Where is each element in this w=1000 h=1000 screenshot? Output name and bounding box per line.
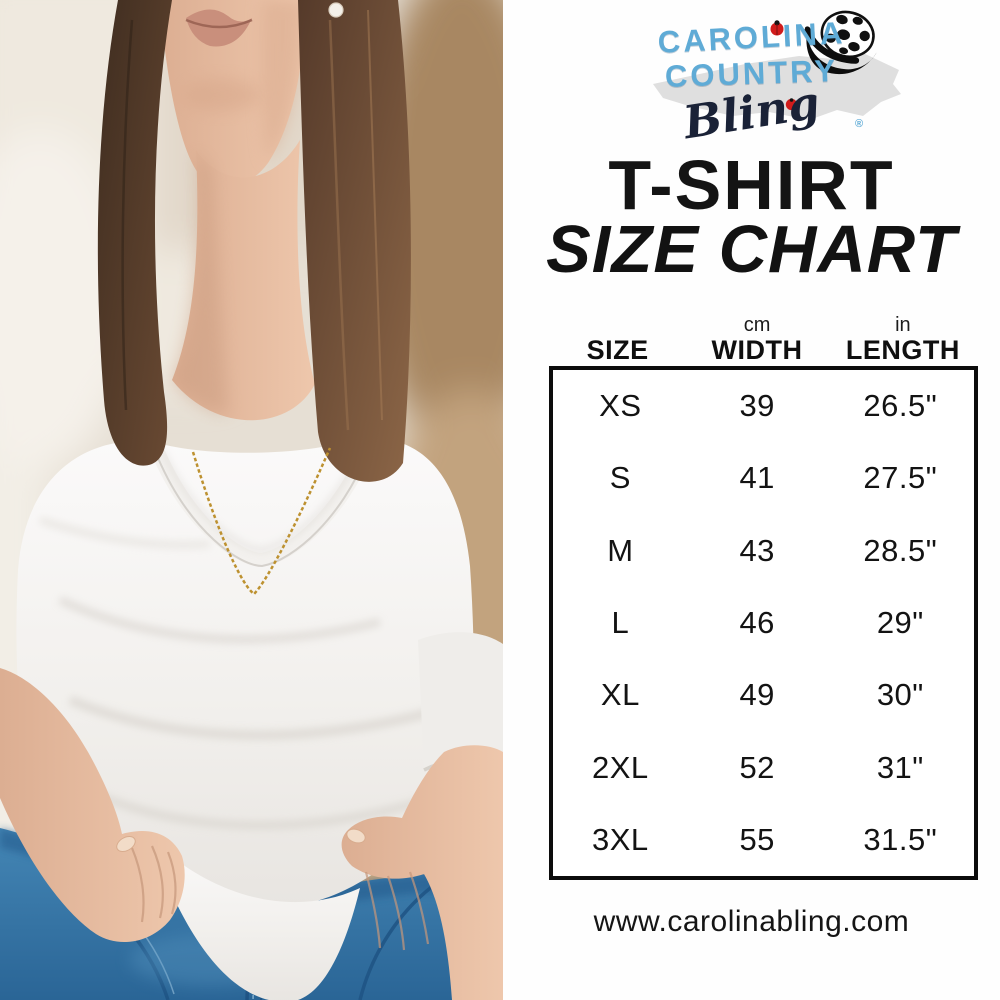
- cell-size: S: [609, 460, 631, 496]
- model-photo-illustration: [0, 0, 503, 1000]
- table-header: SIZE cm WIDTH in LENGTH: [549, 302, 978, 364]
- cell-size: XL: [600, 677, 640, 713]
- cell-width: 41: [739, 460, 775, 496]
- cell-width: 39: [739, 388, 775, 424]
- page-title-line1: T-SHIRT: [608, 146, 895, 224]
- ladybug-icon: [770, 20, 784, 36]
- cell-size: M: [607, 532, 634, 568]
- website-url: www.carolinabling.com: [593, 905, 910, 938]
- brand-logo: CAROLINA COUNTRY Bling ®: [503, 6, 1000, 156]
- cell-width: 49: [739, 677, 775, 713]
- cell-length: 28.5": [863, 532, 938, 568]
- cell-width: 43: [739, 532, 775, 568]
- cell-size: XS: [599, 388, 642, 424]
- cell-length: 29": [876, 604, 924, 640]
- page-title-line2: SIZE CHART: [546, 212, 957, 287]
- table-row: M 43 28.5": [553, 515, 974, 587]
- column-header-length: in LENGTH: [828, 302, 978, 364]
- table-row: XL 49 30": [553, 659, 974, 731]
- cell-size: L: [611, 604, 630, 640]
- registered-trademark: ®: [855, 118, 864, 130]
- cowboy-hat-icon: [804, 10, 877, 75]
- table-row: 2XL 52 31": [553, 731, 974, 803]
- table-row: S 41 27.5": [553, 442, 974, 514]
- column-label: LENGTH: [845, 334, 960, 365]
- cell-size: 3XL: [592, 821, 649, 857]
- size-table: XS 39 26.5" S 41 27.5" M 43 28.5" L 46 2…: [549, 366, 978, 880]
- ladybug-icon: [785, 98, 798, 111]
- table-row: XS 39 26.5": [553, 370, 974, 442]
- column-unit: in: [895, 313, 911, 336]
- column-header-width: cm WIDTH: [686, 302, 828, 364]
- cell-length: 30": [876, 677, 924, 713]
- column-label: WIDTH: [711, 334, 803, 365]
- cell-width: 52: [739, 749, 775, 785]
- cell-size: 2XL: [592, 749, 649, 785]
- column-unit: cm: [743, 313, 771, 336]
- table-row: L 46 29": [553, 587, 974, 659]
- cell-length: 31": [876, 749, 924, 785]
- cell-length: 27.5": [863, 460, 938, 496]
- column-header-size: SIZE: [549, 302, 686, 364]
- model-photo: [0, 0, 503, 1000]
- table-row: 3XL 55 31.5": [553, 804, 974, 876]
- cell-width: 46: [739, 604, 775, 640]
- cell-length: 31.5": [863, 821, 938, 857]
- cell-length: 26.5": [863, 388, 938, 424]
- cell-width: 55: [739, 821, 775, 857]
- column-label: SIZE: [586, 334, 649, 365]
- info-panel: CAROLINA COUNTRY Bling ® T-SHIRT SIZE CH…: [503, 0, 1000, 1000]
